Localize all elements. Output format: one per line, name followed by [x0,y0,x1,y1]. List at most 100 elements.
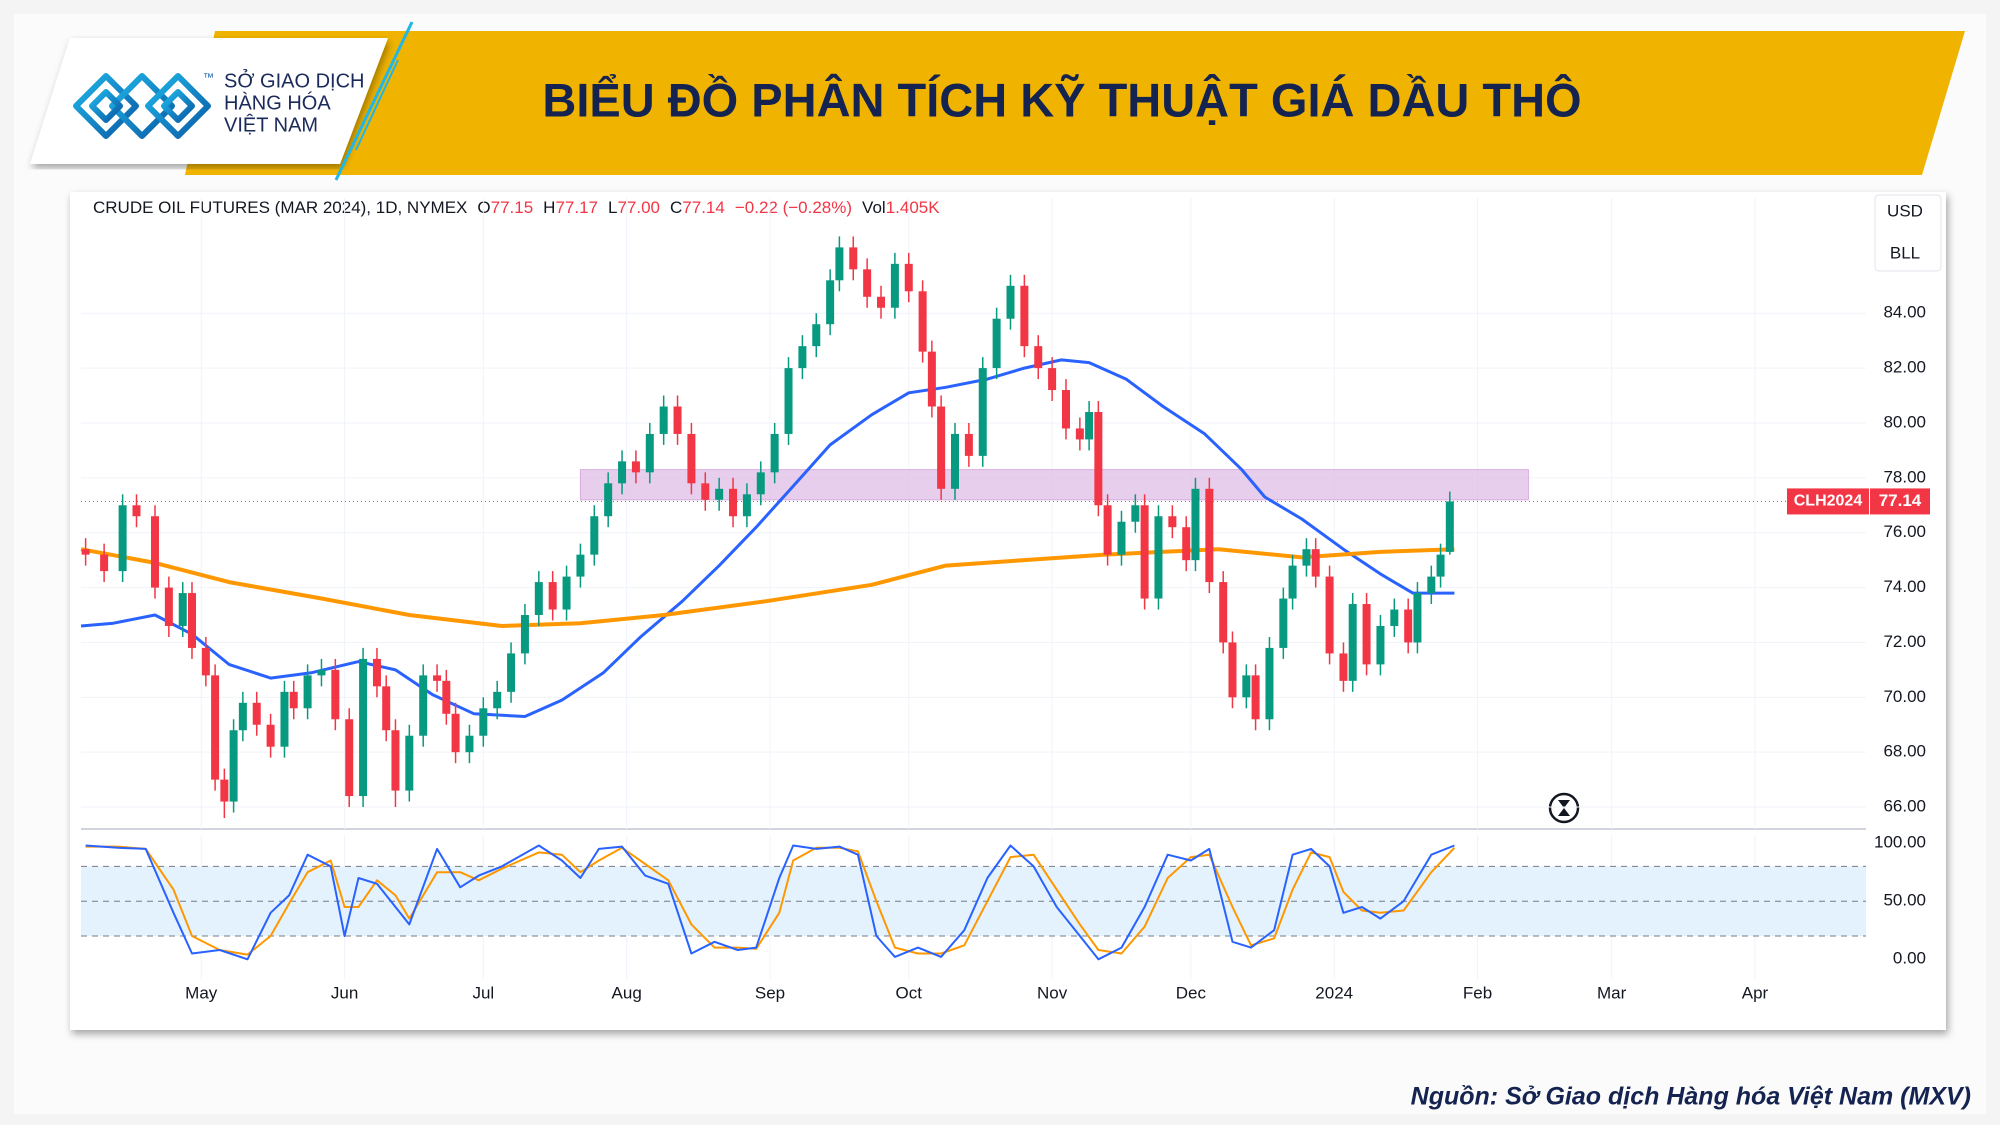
candle-body [252,702,261,725]
candle-body [1191,488,1200,561]
candle-body [433,675,442,681]
candle-body [604,483,613,517]
candle-body [863,269,872,297]
candle-body [826,280,835,325]
replay-icon-glyph[interactable] [1558,800,1570,816]
candle-body [1205,488,1214,583]
moving-average [80,547,1455,628]
candle-body [1265,647,1274,720]
ohlc-label: O [477,198,490,217]
currency: USD [1887,201,1923,220]
replay-icon-circle[interactable] [1548,792,1580,824]
candle-body [1085,411,1094,440]
candle-body [1020,285,1029,347]
y-tick-label: 76.00 [1883,522,1926,541]
candle-body [229,730,238,802]
x-tick-label: Sep [755,983,785,1002]
candle-body [951,433,960,489]
x-tick-label: Nov [1037,983,1068,1002]
candle-body [81,549,90,555]
logo-box [30,38,388,164]
candle-body [479,708,488,736]
logo-text: SỞ GIAO DỊCH [224,68,365,92]
x-tick-label: Dec [1176,983,1207,1002]
candle-body [812,324,821,347]
logo-text: VIỆT NAM [224,113,318,136]
chart-legend-header: CRUDE OIL FUTURES (MAR 2024), 1D, NYMEX O… [93,198,940,217]
candle-body [201,647,210,676]
candle-body [1182,527,1191,561]
candle-body [372,658,381,687]
candle-body [493,691,502,709]
candle-body [1390,609,1399,626]
y-tick-label: 74.00 [1883,577,1926,596]
indicator-tick-label: 50.00 [1883,891,1926,910]
candle-body [405,735,414,791]
candle-body [266,724,275,747]
ohlc-value: 77.17 [555,198,598,217]
candle-body [770,433,779,473]
candle-body [590,516,599,555]
price-tag-label: CLH2024 [1794,493,1863,510]
y-tick-label: 80.00 [1883,412,1926,431]
candle-body [618,461,627,484]
candle-body [1061,390,1070,429]
candle-body [132,505,141,517]
candle-body [918,291,927,352]
candle-body [715,488,724,500]
candle-body [1339,653,1348,681]
candle-body [1140,505,1149,599]
candle-body [904,263,913,292]
candle-body [687,433,696,484]
candle-body [1404,609,1413,643]
ohlc-value: 77.00 [617,198,660,217]
candle-body [964,433,973,456]
candle-body [1034,346,1043,369]
ohlc-value: 77.15 [491,198,534,217]
candle-body [507,653,516,692]
candle-body [576,554,585,577]
candle-body [211,675,220,780]
candle-body [1242,675,1251,698]
candle-body [1362,604,1371,665]
replay-icon[interactable] [1548,792,1580,824]
candle-body [187,593,196,648]
candle-body [1219,582,1228,643]
x-tick-label: Jul [472,983,494,1002]
change: −0.22 (−0.28%) [735,198,852,217]
candle-body [317,669,326,676]
ohlc-value: 77.14 [682,198,725,217]
candle-body [756,472,765,495]
candle-body [442,680,451,714]
candle-body [849,247,858,270]
y-tick-label: 68.00 [1883,742,1926,761]
candle-body [419,675,428,736]
y-tick-label: 84.00 [1883,303,1926,322]
candle-body [1413,593,1422,643]
y-tick-label: 78.00 [1883,467,1926,486]
candle-body [1117,521,1126,555]
x-tick-label: Apr [1742,983,1769,1002]
candle-body [937,406,946,489]
resistance-zone [579,469,1529,501]
x-tick-label: Oct [896,983,923,1002]
candle-body [534,582,543,616]
indicator-tick-label: 100.00 [1874,833,1926,852]
candle-body [1154,516,1163,599]
logo-text: HÀNG HÓA [224,91,331,114]
volume-value: 1.405K [886,198,941,217]
candle-body [331,669,340,720]
moving-average [80,358,1455,718]
symbol: CRUDE OIL FUTURES (MAR 2024), 1D, NYMEX [93,198,467,217]
y-tick-label: 66.00 [1883,797,1926,816]
candle-body [280,691,289,747]
logo-trademark: ™ [203,72,214,84]
candle-body [1168,516,1177,528]
currency-box [1874,194,1942,272]
candle-body [150,516,159,588]
candle-body [382,686,391,731]
candle-body [345,719,354,797]
candle-body [391,730,400,791]
candle-body [927,351,936,407]
